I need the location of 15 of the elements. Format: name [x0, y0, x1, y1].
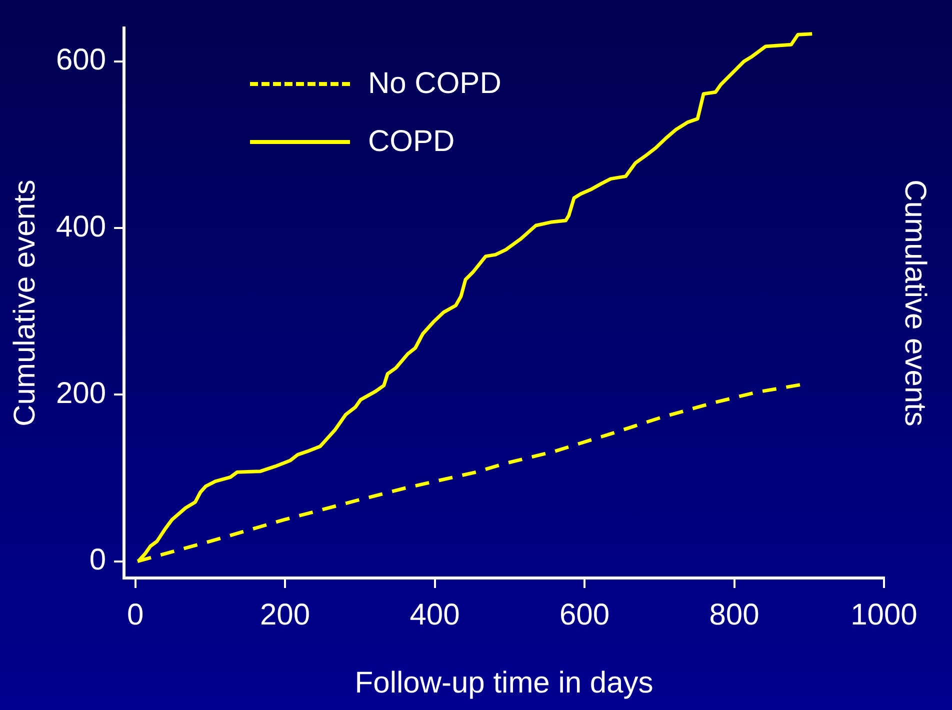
x-tick-label: 400	[410, 598, 460, 632]
legend-label: COPD	[368, 125, 455, 159]
y-tick-label: 200	[56, 376, 106, 410]
legend-label: No COPD	[368, 67, 502, 101]
x-tick-label: 600	[559, 598, 610, 632]
x-tick-label: 800	[709, 598, 760, 632]
x-tick-label: 1000	[850, 598, 918, 632]
y-tick-label: 600	[56, 44, 106, 77]
y-axis-title: Cumulative events	[8, 180, 42, 426]
x-axis-title: Follow-up time in days	[354, 666, 654, 700]
x-tick-label: 0	[126, 598, 144, 632]
x-tick-label: 200	[260, 598, 310, 632]
y-tick-label: 400	[56, 210, 106, 244]
y2-axis-title: Cumulative events	[898, 180, 932, 426]
y-tick-label: 0	[89, 544, 106, 577]
